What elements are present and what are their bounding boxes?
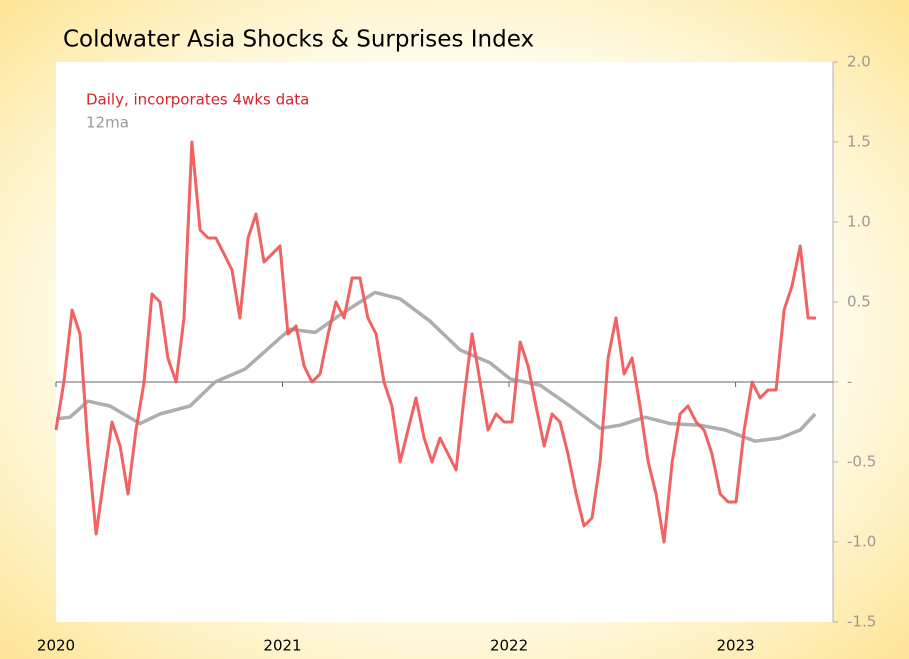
- y-tick-label: -: [847, 373, 852, 391]
- plot-area: [56, 62, 833, 622]
- y-tick-label: 1.0: [847, 213, 871, 231]
- series-line: [54, 140, 816, 544]
- y-tick-label: 1.5: [847, 133, 871, 151]
- legend-label: Daily, incorporates 4wks data: [86, 91, 309, 109]
- x-tick-label: 2023: [716, 637, 754, 655]
- chart-title: Coldwater Asia Shocks & Surprises Index: [63, 27, 534, 53]
- y-tick-label: -1.0: [847, 533, 876, 551]
- y-tick-label: -0.5: [847, 453, 876, 471]
- y-tick-label: 2.0: [847, 53, 871, 71]
- x-tick-label: 2021: [263, 637, 301, 655]
- x-tick-label: 2020: [37, 637, 75, 655]
- x-tick-label: 2022: [490, 637, 528, 655]
- y-tick-label: 0.5: [847, 293, 871, 311]
- legend-label: 12ma: [86, 114, 129, 132]
- y-tick-label: -1.5: [847, 613, 876, 631]
